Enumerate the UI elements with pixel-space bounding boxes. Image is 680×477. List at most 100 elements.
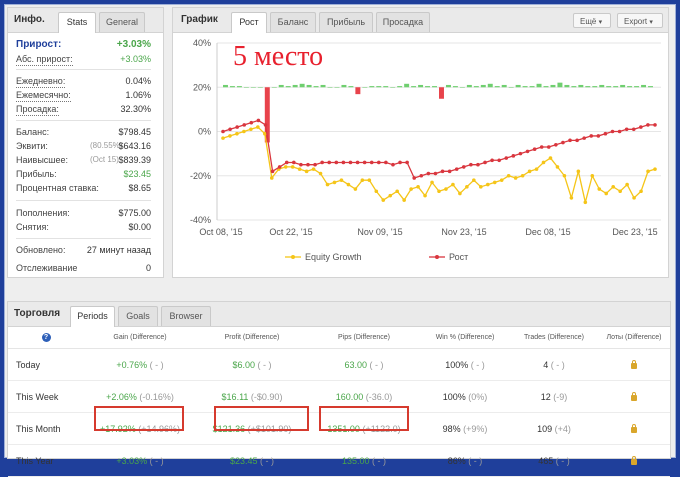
x-tick-label: Nov 09, '15 [357,227,402,237]
equity-growth-point [583,200,588,205]
equity-growth-point [318,171,323,176]
tab-browser[interactable]: Browser [161,306,211,326]
updated-label: Обновлено: [16,245,66,255]
daily-row: Ежедневно: 0.04% [16,75,151,88]
growth-point [546,145,551,149]
equity-growth-point [653,167,657,171]
tracking-row: Отслеживание 0 [16,262,151,274]
equity-growth-point [388,193,393,198]
balance-value: $798.45 [118,127,151,137]
more-label: Ещё [580,17,597,26]
highlight-pips [319,406,409,431]
bar [620,84,626,88]
growth-point [532,147,537,151]
equity-growth-point [423,193,427,198]
equity-growth-point [304,169,309,174]
bar [634,86,640,88]
y-tick-label: 40% [193,38,211,48]
more-dropdown[interactable]: Ещё ▾ [573,13,611,28]
drawdown-row: Просадка: 32.30% [16,103,151,116]
graph-tabbar: График Рост Баланс Прибыль Просадка Ещё … [173,8,668,33]
interest-row: Процентная ставка: $8.65 [16,182,151,194]
lock-icon[interactable] [631,359,637,369]
abs-growth-label[interactable]: Абс. прирост: [16,54,73,66]
period-name: Today [8,348,84,381]
growth-point [256,118,261,123]
tab-general[interactable]: General [99,12,145,32]
tab-growth[interactable]: Рост [231,12,267,33]
equity-growth-point [269,176,274,180]
tab-goals[interactable]: Goals [118,306,158,326]
highest-row: Наивысшее: (Oct 15) $839.39 [16,154,151,166]
growth-point [646,123,650,127]
tab-periods[interactable]: Periods [70,306,115,327]
overlay-annotation: 5 место [233,41,323,72]
export-dropdown[interactable]: Export ▾ [617,13,663,28]
equity-growth-point [576,169,581,174]
drawdown-label[interactable]: Просадка: [16,104,59,116]
equity-growth-point [430,180,434,185]
tab-stats[interactable]: Stats [58,12,96,33]
equity-growth-point [472,178,476,182]
y-tick-label: -20% [190,171,211,181]
trading-tabbar: Торговля Periods Goals Browser [8,302,670,327]
growth-point [327,160,332,165]
tab-profit[interactable]: Прибыль [319,12,373,32]
bar [592,86,598,88]
bar [557,82,563,88]
bar [327,87,333,88]
win-cell: 98% (+9%) [420,412,510,445]
gain-header: Gain (Difference) [84,326,196,349]
bar [383,86,389,88]
bar [606,86,612,88]
equity-growth-point [520,173,525,178]
bar [536,83,542,88]
highest-value: $839.39 [118,155,151,165]
growth-point [292,160,296,165]
bar [641,84,647,88]
bar [425,86,431,88]
lock-icon[interactable] [631,391,637,401]
growth-point [228,127,232,132]
bar [480,84,486,88]
growth-point [284,160,289,165]
bar [271,87,277,88]
info-tabbar: Инфо. Stats General [8,8,163,33]
equity-growth-point [235,131,239,136]
bar [432,86,437,88]
graph-panel: График Рост Баланс Прибыль Просадка Ещё … [172,7,669,278]
daily-label[interactable]: Ежедневно: [16,76,66,88]
growth-point [617,129,622,134]
growth-point [242,123,247,127]
pips-cell: 1351.00 (+1122.0) [308,412,420,445]
growth-chart[interactable]: 40% 20% 0% -20% -40% Oct 08, '15 Oct 22, '15 No… [173,33,668,278]
bar [223,84,228,88]
profit-cell: $6.00 ( - ) [196,348,308,381]
growth-point [589,134,594,138]
chevron-down-icon: ▾ [649,19,653,26]
highlight-gain [94,406,184,431]
equity-growth-point [325,182,330,187]
help-icon[interactable]: ? [41,332,51,342]
equity-growth-point [611,185,615,189]
growth-point [440,169,445,174]
growth-point [469,162,473,167]
equity-growth-point [451,182,455,187]
growth-point [270,169,275,174]
trading-panel: Торговля Periods Goals Browser ? Gain (D… [7,301,671,477]
withdrawals-value: $0.00 [128,222,151,232]
bar [418,84,424,88]
bar [522,86,528,88]
bar [376,86,382,88]
withdrawals-row: Снятия: $0.00 [16,221,151,233]
monthly-label[interactable]: Ежемесячно: [16,90,71,102]
updated-row: Обновлено: 27 минут назад [16,244,151,256]
tab-drawdown[interactable]: Просадка [376,12,430,32]
equity-growth-point [569,196,574,200]
lock-icon[interactable] [631,423,637,433]
divider [16,69,151,70]
growth-point [575,138,579,143]
equity-growth-point [534,167,539,171]
tab-balance[interactable]: Баланс [270,12,316,32]
growth-point [419,173,424,178]
